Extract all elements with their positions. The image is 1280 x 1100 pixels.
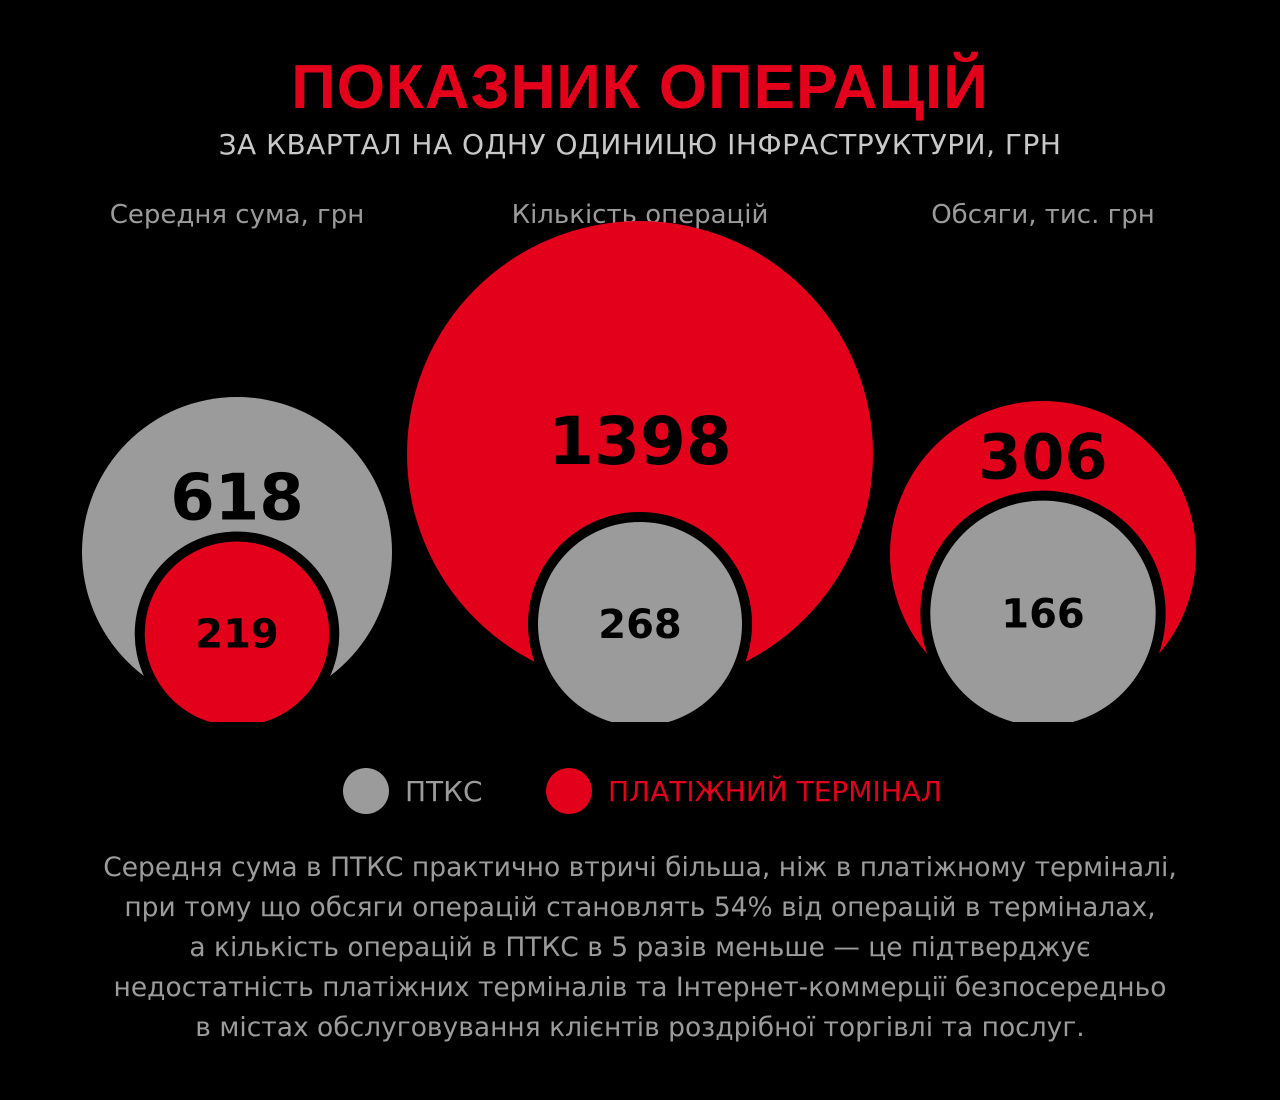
legend-item-terminal: ПЛАТІЖНИЙ ТЕРМІНАЛ: [546, 766, 942, 816]
value-label-terminal: 219: [195, 612, 279, 658]
bubble-chart: 618 219 1398 268 306 166: [82, 221, 1196, 722]
note-line: а кількість операцій в ПТКС в 5 разів ме…: [189, 932, 1091, 963]
note-line: Середня сума в ПТКС практично втричі біл…: [103, 852, 1177, 883]
bubble-terminal-outer: [407, 221, 873, 687]
value-label-ptks: 618: [170, 461, 304, 535]
bubble-terminal-inner: [144, 541, 330, 722]
legend: ПТКС ПЛАТІЖНИЙ ТЕРМІНАЛ: [0, 766, 1280, 816]
chart-subtitle: ЗА КВАРТАЛ НА ОДНУ ОДИНИЦЮ ІНФРАСТРУКТУР…: [218, 128, 1062, 161]
bubble-group: [407, 221, 873, 722]
chart-title: ПОКАЗНИК ОПЕРАЦІЙ: [291, 53, 989, 122]
value-label-terminal: 306: [978, 421, 1107, 494]
note-line: недостатність платіжних терміналів та Ін…: [113, 972, 1167, 1003]
note-line: при тому що обсяги операцій становлять 5…: [124, 892, 1156, 923]
legend-swatch-ptks: [343, 768, 389, 814]
bubble-group: [82, 397, 392, 722]
note-line: в містах обслуговування клієнтів роздріб…: [195, 1012, 1085, 1043]
group-label-volumes: Обсяги, тис. грн: [931, 200, 1155, 230]
legend-item-ptks: ПТКС: [343, 766, 483, 816]
bubble-ptks-inner: [538, 521, 742, 722]
legend-label-ptks: ПТКС: [405, 774, 483, 808]
bubble-ptks-inner: [930, 500, 1156, 722]
value-label-terminal: 1398: [548, 403, 732, 480]
value-label-ptks: 166: [1001, 591, 1085, 637]
bubble-group: [890, 401, 1196, 722]
explanatory-note: Середня сума в ПТКС практично втричі біл…: [80, 848, 1200, 1048]
value-label-ptks: 268: [598, 602, 682, 648]
legend-swatch-terminal: [546, 768, 592, 814]
group-label-average-sum: Середня сума, грн: [109, 200, 365, 230]
legend-label-terminal: ПЛАТІЖНИЙ ТЕРМІНАЛ: [608, 774, 942, 808]
